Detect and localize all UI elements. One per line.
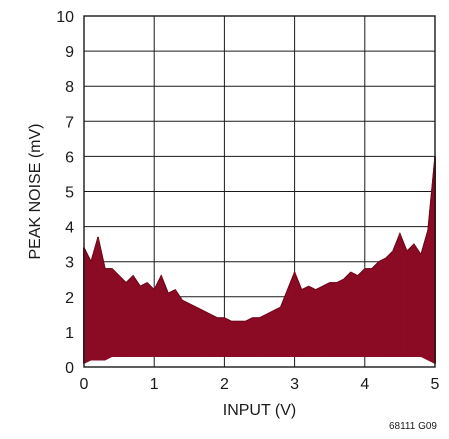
y-tick-labels: 0 1 2 3 4 5 6 7 8 9 10 [56, 9, 74, 377]
x-tick-label: 2 [220, 376, 229, 393]
x-tick-label: 3 [290, 376, 299, 393]
y-tick-label: 8 [65, 79, 74, 96]
x-tick-labels: 0 1 2 3 4 5 [80, 376, 440, 393]
plot-frame [83, 15, 436, 368]
y-tick-label: 1 [65, 325, 74, 342]
data-layer [83, 155, 436, 364]
x-tick-label: 5 [431, 376, 440, 393]
y-tick-label: 3 [65, 255, 74, 272]
y-tick-label: 0 [65, 360, 74, 377]
x-tick-label: 1 [150, 376, 159, 393]
x-axis-label: INPUT (V) [223, 402, 296, 419]
x-tick-label: 0 [80, 376, 89, 393]
y-axis-label: PEAK NOISE (mV) [27, 123, 44, 259]
x-tick-label: 4 [360, 376, 369, 393]
y-tick-label: 6 [65, 149, 74, 166]
y-tick-label: 4 [65, 220, 74, 237]
figure-code: 68111 G09 [389, 421, 437, 432]
y-tick-label: 7 [65, 114, 74, 131]
y-tick-label: 5 [65, 185, 74, 202]
y-tick-label: 10 [56, 9, 74, 26]
y-tick-label: 9 [65, 44, 74, 61]
y-tick-label: 2 [65, 290, 74, 307]
